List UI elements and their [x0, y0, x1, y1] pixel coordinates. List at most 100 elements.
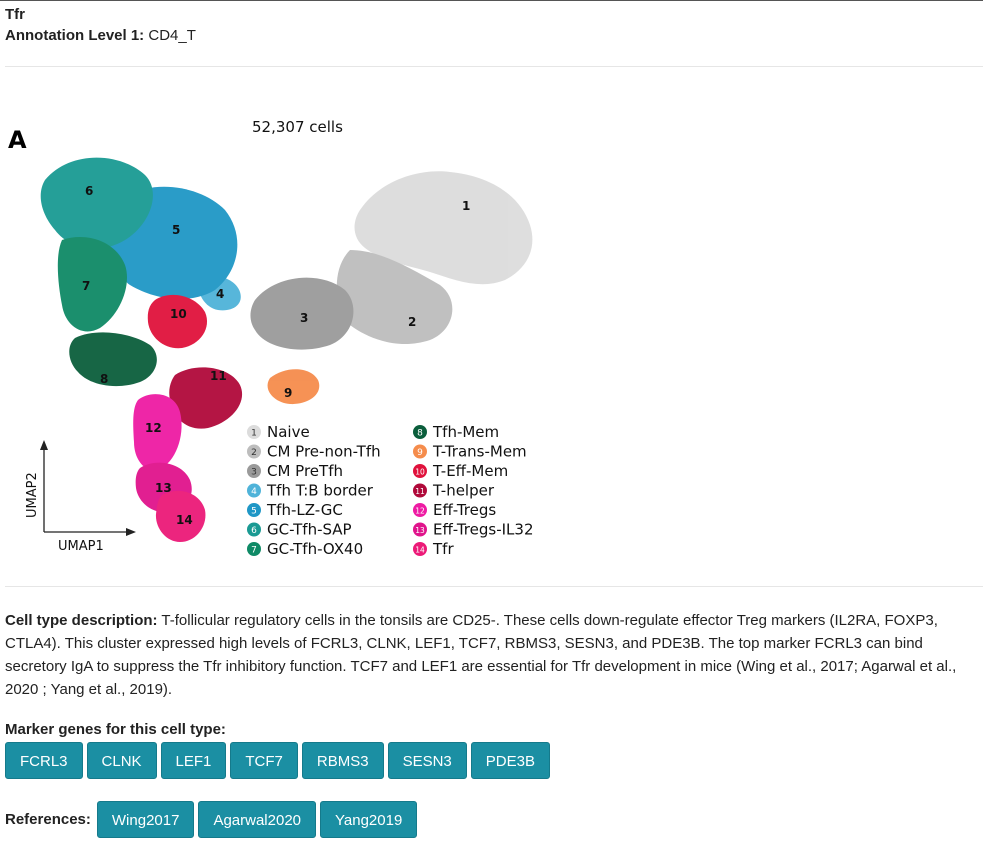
cluster-label: 1 [462, 199, 470, 213]
description-text: T-follicular regulatory cells in the ton… [5, 612, 957, 698]
references-label: References: [5, 811, 91, 828]
legend-number: 7 [251, 546, 257, 556]
cluster-label: 13 [155, 481, 172, 495]
cluster-label: 2 [408, 315, 416, 329]
legend-label: CM PreTfh [267, 462, 343, 480]
cluster-label: 12 [145, 421, 162, 435]
legend-number: 5 [251, 507, 257, 517]
cluster-11-shape [169, 367, 243, 429]
legend-swatch [247, 464, 261, 478]
y-axis-label: UMAP2 [25, 472, 40, 518]
marker-gene-button[interactable]: TCF7 [230, 742, 298, 779]
references: References: Wing2017 Agarwal2020 Yang2019 [5, 801, 421, 838]
legend-swatch [413, 522, 427, 537]
legend-swatch [247, 522, 261, 537]
umap-axes: UMAP1 UMAP2 [25, 440, 136, 554]
legend-number: 12 [415, 507, 425, 516]
legend-swatch [247, 425, 261, 439]
legend-number: 1 [251, 429, 257, 439]
cluster-10-shape [147, 294, 208, 349]
legend-number: 10 [415, 468, 425, 477]
legend-swatch [413, 542, 427, 556]
legend-swatch [413, 503, 427, 517]
references-list: Wing2017 Agarwal2020 Yang2019 [96, 801, 421, 838]
legend-label: GC-Tfh-SAP [267, 521, 352, 539]
legend-number: 9 [417, 448, 423, 458]
legend-label: T-Trans-Mem [432, 443, 527, 461]
legend-number: 8 [417, 429, 423, 439]
cluster-label: 10 [170, 307, 187, 321]
divider-top [5, 66, 983, 67]
legend-swatch [247, 483, 261, 498]
legend-label: Eff-Tregs-IL32 [433, 521, 534, 539]
legend-number: 13 [415, 526, 425, 535]
legend-swatch [413, 483, 427, 498]
cluster-label: 6 [85, 184, 93, 198]
cluster-7-shape [57, 237, 128, 332]
description-label: Cell type description: [5, 612, 158, 629]
legend-number: 3 [251, 468, 257, 478]
umap-figure: 1 2 3 4 5 6 7 8 9 10 11 12 13 14 A 52,30… [8, 118, 534, 558]
cluster-label: 9 [284, 386, 292, 400]
marker-gene-button[interactable]: LEF1 [160, 742, 227, 779]
legend-label: T-Eff-Mem [432, 462, 508, 480]
cluster-6-shape [40, 157, 153, 249]
marker-gene-button[interactable]: SESN3 [387, 742, 467, 779]
legend-swatch [413, 425, 427, 439]
reference-button[interactable]: Yang2019 [320, 801, 418, 838]
legend-label: T-helper [432, 482, 495, 500]
reference-button[interactable]: Agarwal2020 [198, 801, 316, 838]
legend-label: Tfr [432, 540, 454, 558]
divider-middle [5, 586, 983, 587]
legend-label: Eff-Tregs [433, 501, 496, 519]
legend-label: CM Pre-non-Tfh [267, 443, 381, 461]
cluster-12-shape [133, 394, 182, 471]
cell-type-header: Tfr Annotation Level 1: CD4_T [5, 4, 196, 46]
legend-label: Naive [267, 423, 310, 441]
annotation-level-value: CD4_T [148, 27, 196, 44]
top-border [0, 0, 983, 1]
umap-legend: 1 Naive 2 CM Pre-non-Tfh 3 CM PreTfh 4 Tfh T:B … [247, 423, 534, 558]
cluster-14-shape [155, 490, 206, 542]
legend-swatch [413, 464, 427, 478]
legend-number: 4 [251, 487, 257, 497]
cluster-3-shape [250, 277, 354, 350]
legend-label: Tfh-Mem [432, 423, 499, 441]
legend-swatch [247, 542, 261, 556]
umap-cluster-labels: 1 2 3 4 5 6 7 8 9 10 11 12 13 14 [82, 184, 470, 527]
cell-type-title: Tfr [5, 6, 25, 23]
cell-type-description: Cell type description: T-follicular regu… [5, 609, 983, 701]
legend-label: GC-Tfh-OX40 [267, 540, 363, 558]
marker-genes-title: Marker genes for this cell type: [5, 721, 226, 738]
cluster-1-shape [354, 171, 533, 285]
legend-swatch [247, 503, 261, 517]
legend-number: 14 [415, 546, 425, 555]
legend-swatch [413, 444, 427, 459]
cluster-label: 14 [176, 513, 193, 527]
annotation-level: Annotation Level 1: CD4_T [5, 25, 196, 46]
cluster-label: 11 [210, 369, 227, 383]
cluster-9-shape [267, 369, 320, 405]
cluster-label: 3 [300, 311, 308, 325]
x-axis-label: UMAP1 [58, 539, 104, 554]
cluster-label: 7 [82, 279, 90, 293]
annotation-level-label: Annotation Level 1: [5, 27, 145, 44]
cluster-label: 5 [172, 223, 180, 237]
cell-count: 52,307 cells [252, 118, 343, 136]
marker-gene-button[interactable]: CLNK [86, 742, 157, 779]
legend-number: 6 [251, 526, 257, 536]
panel-letter: A [8, 126, 27, 154]
cluster-2-shape [336, 250, 453, 345]
cluster-8-shape [69, 332, 157, 387]
marker-gene-button[interactable]: RBMS3 [301, 742, 384, 779]
reference-button[interactable]: Wing2017 [96, 801, 195, 838]
legend-swatch [247, 444, 261, 459]
legend-label: Tfh T:B border [266, 482, 374, 500]
umap-clusters [40, 157, 533, 542]
legend-number: 11 [415, 487, 425, 496]
legend-number: 2 [251, 448, 257, 458]
marker-gene-button[interactable]: PDE3B [470, 742, 550, 779]
marker-gene-button[interactable]: FCRL3 [5, 742, 83, 779]
cluster-label: 8 [100, 372, 108, 386]
marker-genes-list: FCRL3 CLNK LEF1 TCF7 RBMS3 SESN3 PDE3B [5, 742, 554, 779]
